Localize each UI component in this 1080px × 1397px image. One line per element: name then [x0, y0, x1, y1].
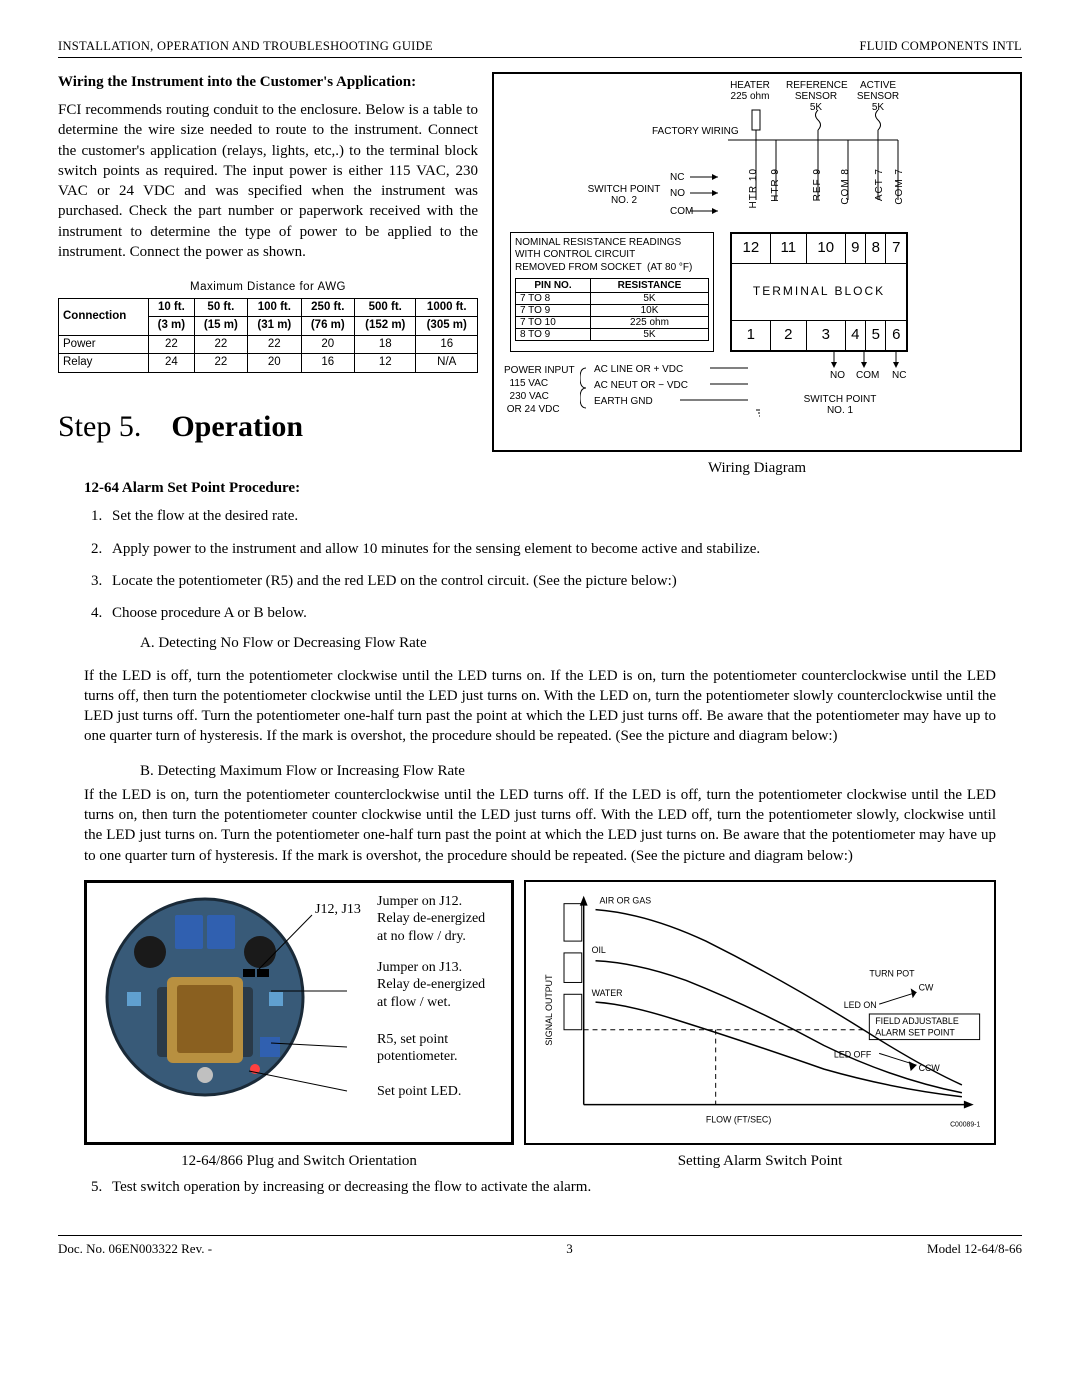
page-header: INSTALLATION, OPERATION AND TROUBLESHOOT… [58, 38, 1022, 58]
sp2-no: NO [670, 188, 685, 199]
list-item: Choose procedure A or B below. A. Detect… [106, 603, 1022, 654]
led-off: LED OFF [834, 1049, 872, 1059]
proc-a-title: A. Detecting No Flow or Decreasing Flow … [140, 633, 1022, 653]
cw-label: CW [919, 982, 934, 992]
vert-htr-10: HTR 10 [748, 168, 759, 208]
procedure-list: Set the flow at the desired rate. Apply … [106, 506, 1022, 653]
list-item: Locate the potentiometer (R5) and the re… [106, 571, 1022, 591]
alarm-procedure-heading: 12-64 Alarm Set Point Procedure: [84, 478, 1022, 498]
alarm-sp: ALARM SET POINT [875, 1028, 955, 1038]
curve-water: WATER [592, 988, 623, 998]
annot-j13: Jumper on J13.Relay de-energizedat flow … [377, 959, 507, 1012]
procedure-list-cont: Test switch operation by increasing or d… [106, 1177, 1022, 1197]
terminal-block: 121110987 TERMINAL BLOCK 123456 [730, 232, 908, 352]
circuit-board-figure: J12, J13 Jumper on J12.Relay de-energize… [84, 880, 514, 1145]
wiring-heading: Wiring the Instrument into the Customer'… [58, 72, 478, 92]
header-left: INSTALLATION, OPERATION AND TROUBLESHOOT… [58, 38, 433, 55]
wiring-paragraph: FCI recommends routing conduit to the en… [58, 100, 478, 262]
heater-label: HEATER225 ohm [720, 80, 780, 102]
header-right: FLUID COMPONENTS INTL [859, 38, 1022, 55]
switch-point-1: SWITCH POINTNO. 1 [800, 394, 880, 416]
footer-right: Model 12-64/8-66 [927, 1240, 1022, 1258]
field-adj: FIELD ADJUSTABLE [875, 1016, 959, 1026]
top-section: Wiring the Instrument into the Customer'… [58, 72, 1022, 478]
page-footer: Doc. No. 06EN003322 Rev. - 3 Model 12-64… [58, 1235, 1022, 1258]
awg-table-container: Maximum Distance for AWG Connection 10 f… [58, 280, 478, 373]
table-row: Connection 10 ft. 50 ft. 100 ft. 250 ft.… [59, 298, 478, 317]
arrow-icon [690, 172, 730, 222]
vert-com-8: COM 8 [840, 168, 851, 205]
curve-air: AIR OR GAS [599, 896, 651, 906]
vert-htr-9: HTR 9 [770, 168, 781, 202]
curve-oil: OIL [592, 945, 606, 955]
awg-table-title: Maximum Distance for AWG [58, 280, 478, 296]
ccw-label: CCW [919, 1063, 941, 1073]
flow-graph-icon: SIGNAL OUTPUT AIR OR GAS OIL WATER TURN … [526, 882, 994, 1143]
col-connection: Connection [59, 298, 149, 335]
annot-r5: R5, set pointpotentiometer. [377, 1031, 507, 1066]
step5-heading: Step 5. Operation [58, 407, 478, 448]
table-row: Power 22 22 22 20 18 16 [59, 335, 478, 354]
proc-a-body: If the LED is off, turn the potentiomete… [84, 666, 996, 747]
nominal-title: NOMINAL RESISTANCE READINGSWITH CONTROL … [515, 237, 709, 275]
circuit-caption: 12-64/866 Plug and Switch Orientation [84, 1151, 514, 1171]
bottom-figures: J12, J13 Jumper on J12.Relay de-energize… [84, 880, 996, 1145]
sp2-nc: NC [670, 172, 684, 183]
pin-table: PIN NO.RESISTANCE 7 TO 85K 7 TO 910K 7 T… [515, 278, 709, 341]
j12j13-label: J12, J13 [315, 901, 361, 919]
brace-icon [580, 362, 760, 418]
nominal-resistance-box: NOMINAL RESISTANCE READINGSWITH CONTROL … [510, 232, 714, 352]
step5-main: Operation [171, 410, 303, 443]
list-item: Set the flow at the desired rate. [106, 506, 1022, 526]
power-input-label: POWER INPUT 115 VAC 230 VAC OR 24 VDC [504, 364, 575, 416]
wiring-diagram-column: HEATER225 ohm REFERENCESENSOR5K ACTIVESE… [492, 72, 1022, 478]
table-row: Relay 24 22 20 16 12 N/A [59, 354, 478, 373]
proc-b-body: If the LED is on, turn the potentiometer… [84, 785, 996, 866]
vert-com-7: COM 7 [894, 168, 905, 205]
footer-center: 3 [566, 1240, 573, 1258]
list-item: Test switch operation by increasing or d… [106, 1177, 1022, 1197]
x-axis-label: FLOW (FT/SEC) [706, 1114, 772, 1124]
wiring-diagram: HEATER225 ohm REFERENCESENSOR5K ACTIVESE… [492, 72, 1022, 452]
y-axis-label: SIGNAL OUTPUT [544, 974, 554, 1046]
turn-pot: TURN POT [869, 968, 915, 978]
annot-led: Set point LED. [377, 1083, 507, 1101]
footer-left: Doc. No. 06EN003322 Rev. - [58, 1240, 212, 1258]
setting-graph-figure: SIGNAL OUTPUT AIR OR GAS OIL WATER TURN … [524, 880, 996, 1145]
down-arrows-icon [828, 352, 908, 372]
awg-table: Connection 10 ft. 50 ft. 100 ft. 250 ft.… [58, 298, 478, 373]
wiring-diagram-caption: Wiring Diagram [492, 458, 1022, 478]
terminal-block-label: TERMINAL BLOCK [732, 263, 907, 320]
vert-ref-9: REF 9 [812, 168, 823, 201]
list-item: Apply power to the instrument and allow … [106, 539, 1022, 559]
graph-docid: C00089-1 [950, 1121, 980, 1128]
switch-point-2: SWITCH POINTNO. 2 [584, 184, 664, 206]
annot-j12: Jumper on J12.Relay de-energizedat no fl… [377, 893, 507, 946]
vert-act-7: ACT 7 [874, 168, 885, 201]
step5-prefix: Step 5. [58, 410, 141, 443]
graph-caption: Setting Alarm Switch Point [524, 1151, 996, 1171]
wiring-text-column: Wiring the Instrument into the Customer'… [58, 72, 478, 478]
figure-captions-row: 12-64/866 Plug and Switch Orientation Se… [84, 1151, 996, 1171]
proc-b-title: B. Detecting Maximum Flow or Increasing … [140, 761, 1022, 781]
led-on: LED ON [844, 1000, 877, 1010]
